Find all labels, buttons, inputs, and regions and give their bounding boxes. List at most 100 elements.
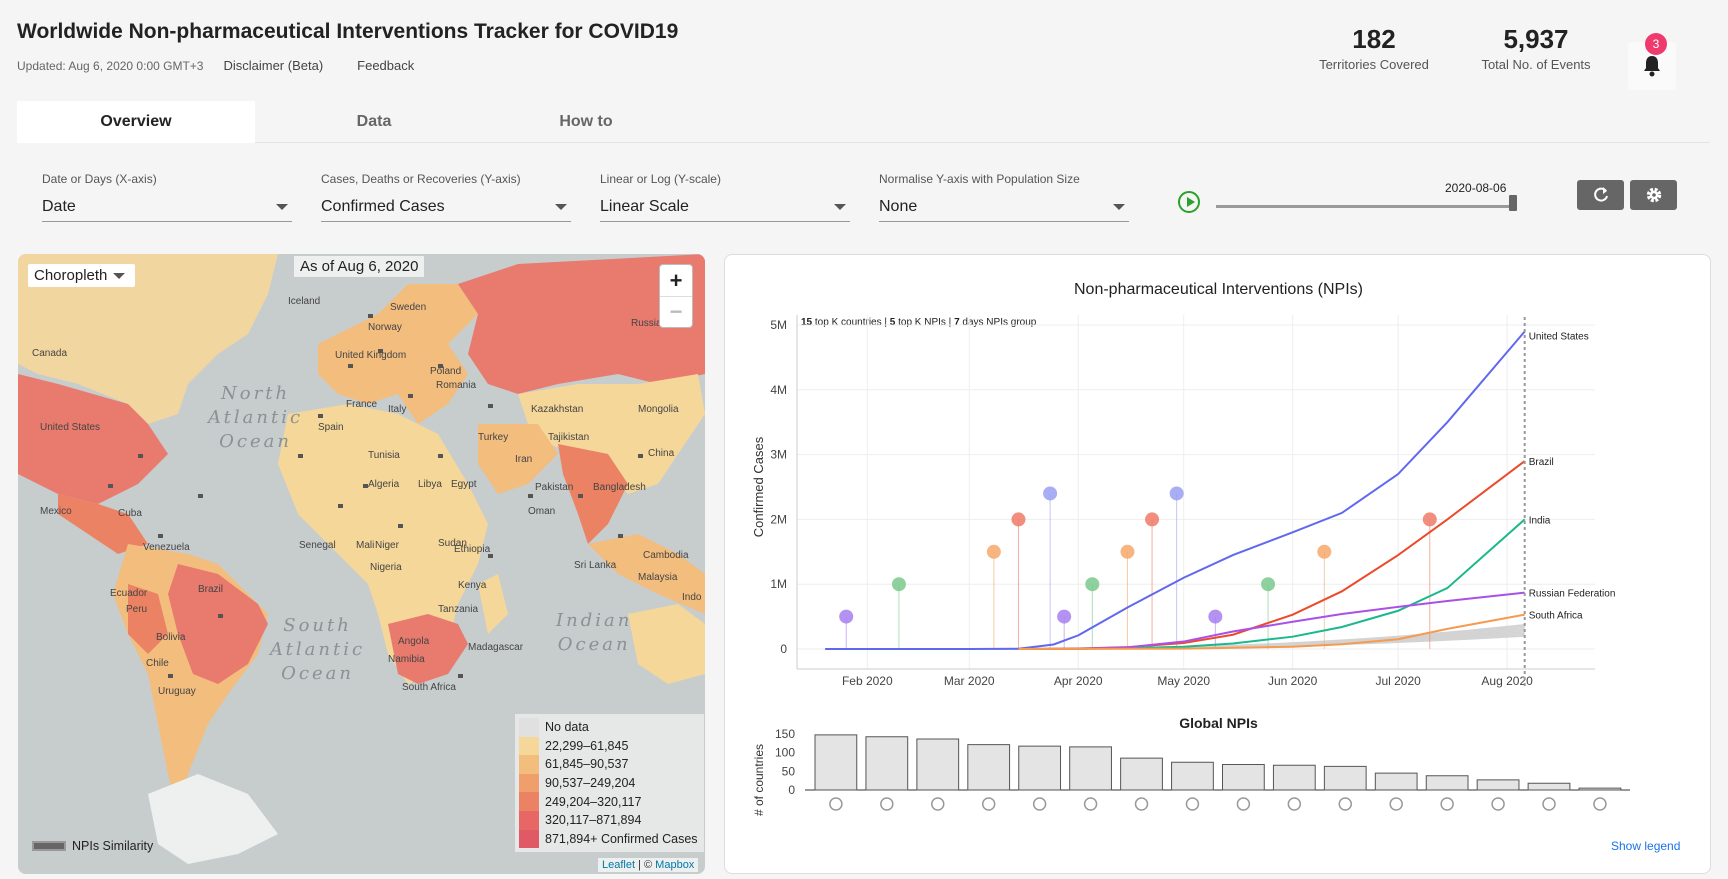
- gear-icon: [1646, 187, 1661, 203]
- country-label: Italy: [388, 404, 407, 415]
- country-label: Sri Lanka: [574, 560, 617, 571]
- bar: [916, 738, 960, 791]
- npi-category-icon: [1440, 797, 1454, 811]
- events-count: 5,937: [1503, 24, 1569, 54]
- npi-category-icon: [981, 797, 996, 811]
- updated-timestamp: Updated: Aug 6, 2020 0:00 GMT+3: [17, 58, 204, 73]
- y-axis-value: Confirmed Cases: [321, 197, 445, 215]
- ocean-label: South Atlantic Ocean: [270, 615, 366, 684]
- y-tick-label: 100: [775, 746, 795, 760]
- tab-data[interactable]: Data: [356, 113, 392, 130]
- caret-down-icon: [1113, 203, 1125, 210]
- npi-marker: [1261, 577, 1276, 592]
- x-axis-value: Date: [42, 197, 76, 215]
- refresh-icon: [1593, 187, 1608, 202]
- country-label: Sweden: [390, 302, 427, 313]
- country-label: Russia: [631, 318, 662, 329]
- global-npis-bar-chart[interactable]: 0 50 100 150 # of countries: [725, 720, 1712, 870]
- bar: [1018, 745, 1062, 791]
- npi-markers: [108, 314, 643, 678]
- y-tick-label: 150: [775, 727, 795, 741]
- x-tick-label: Aug 2020: [1481, 674, 1533, 688]
- y-axis-control: Cases, Deaths or Recoveries (Y-axis) Con…: [321, 172, 571, 222]
- country-label: Tanzania: [438, 604, 479, 615]
- npi-marker: [1145, 512, 1160, 527]
- country-label: Indo: [682, 592, 702, 603]
- series-line: [825, 330, 1526, 650]
- show-legend-link[interactable]: Show legend: [1611, 839, 1681, 853]
- events-stat: 5,937 Total No. of Events: [1461, 24, 1611, 72]
- legend-swatch: [519, 792, 539, 811]
- date-slider-track[interactable]: [1216, 205, 1516, 208]
- country-label: Canada: [32, 348, 68, 359]
- refresh-button[interactable]: [1577, 180, 1624, 210]
- slider-date: 2020-08-06: [1445, 181, 1507, 195]
- ocean-label: North Atlantic Ocean: [208, 383, 304, 452]
- npi-marker: [1422, 512, 1437, 527]
- events-label: Total No. of Events: [1481, 57, 1591, 72]
- x-tick-label: Jul 2020: [1375, 674, 1421, 688]
- y-axis-label: Cases, Deaths or Recoveries (Y-axis): [321, 172, 521, 186]
- play-icon[interactable]: [1178, 191, 1200, 213]
- series-line: [1018, 460, 1526, 650]
- zoom-out-button[interactable]: −: [660, 296, 692, 327]
- bar: [814, 734, 858, 791]
- settings-button[interactable]: [1630, 180, 1677, 210]
- x-tick-label: May 2020: [1157, 674, 1210, 688]
- npi-category-icon: [1542, 797, 1556, 811]
- world-map[interactable]: North Atlantic Ocean South Atlantic Ocean In…: [18, 254, 705, 874]
- y-scale-value: Linear Scale: [600, 197, 689, 215]
- npi-marker: [986, 544, 1001, 559]
- notification-badge: 3: [1645, 33, 1667, 55]
- country-label: United States: [40, 422, 101, 433]
- tab-overview[interactable]: Overview: [17, 101, 255, 143]
- mapbox-link[interactable]: Mapbox: [655, 859, 695, 871]
- map-attribution: Leaflet | © Mapbox: [598, 858, 699, 872]
- normalise-control: Normalise Y-axis with Population Size No…: [879, 172, 1129, 222]
- country-label: Nigeria: [370, 562, 402, 573]
- date-slider-thumb[interactable]: [1509, 195, 1517, 211]
- legend-swatch: [519, 810, 539, 830]
- country-label: Bolivia: [156, 632, 186, 643]
- bar: [1425, 775, 1469, 791]
- country-label: Libya: [418, 479, 442, 490]
- page-title: Worldwide Non-pharmaceutical Interventio…: [17, 20, 679, 43]
- x-axis-select[interactable]: Date: [42, 192, 292, 222]
- similarity-swatch: [32, 841, 66, 851]
- y-tick-label: 4M: [770, 383, 787, 397]
- caret-down-icon: [113, 272, 126, 279]
- country-label: Senegal: [299, 540, 336, 551]
- series-label: Russian Federation: [1529, 589, 1616, 600]
- feedback-link[interactable]: Feedback: [357, 58, 415, 73]
- legend-swatch: [519, 736, 539, 756]
- npis-similarity-legend: NPIs Similarity: [32, 839, 153, 853]
- tab-how-to[interactable]: How to: [559, 113, 613, 130]
- cases-line-chart[interactable]: 0 1M 2M 3M 4M 5M Feb 2020 Mar 2020 Apr 2020 May 2…: [725, 285, 1712, 725]
- npi-category-icon: [880, 797, 894, 811]
- y-scale-select[interactable]: Linear Scale: [600, 192, 850, 222]
- header-meta: Updated: Aug 6, 2020 0:00 GMT+3 Disclaim…: [17, 58, 414, 73]
- zoom-in-button[interactable]: +: [669, 267, 683, 293]
- y-axis-title: # of countries: [752, 744, 766, 816]
- disclaimer-link[interactable]: Disclaimer (Beta): [223, 58, 324, 73]
- npi-marker: [1317, 544, 1332, 559]
- bar: [1222, 764, 1265, 791]
- country-label: Egypt: [451, 479, 477, 490]
- country-label: Angola: [398, 636, 430, 647]
- normalise-select[interactable]: None: [879, 192, 1129, 222]
- npi-category-icon: [829, 797, 843, 811]
- bar: [1171, 761, 1214, 791]
- bar: [1578, 787, 1622, 791]
- country-label: Romania: [436, 380, 477, 391]
- map-mode-select[interactable]: Choropleth: [28, 264, 136, 287]
- leaflet-link[interactable]: Leaflet: [602, 859, 636, 871]
- series-line: [1018, 613, 1525, 650]
- y-axis-title: Confirmed Cases: [751, 436, 766, 537]
- y-tick-label: 0: [780, 642, 787, 656]
- country-label: Ethiopia: [454, 544, 491, 555]
- country-label: Namibia: [388, 654, 425, 665]
- y-axis-select[interactable]: Confirmed Cases: [321, 192, 571, 222]
- legend-swatch: [519, 755, 539, 774]
- country-label: France: [346, 399, 378, 410]
